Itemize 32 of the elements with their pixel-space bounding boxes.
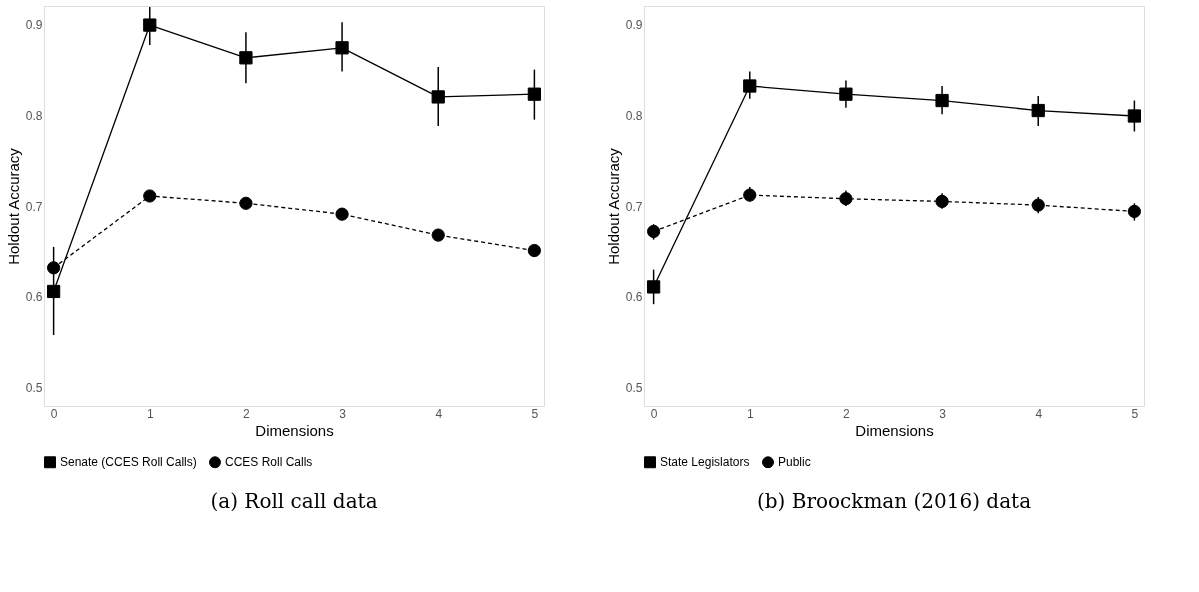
y-tick-label: 0.8 [625, 108, 643, 123]
y-axis-title: Holdout Accuracy [604, 147, 622, 265]
x-tick-label: 5 [1131, 406, 1139, 421]
text: (a) Roll call data [210, 489, 378, 513]
x-tick-label: 0 [650, 406, 658, 421]
y-tick-label: 0.7 [25, 199, 43, 214]
legend-label: State Legislators [660, 455, 750, 470]
x-tick-label: 2 [843, 406, 851, 421]
y-tick-label: 0.8 [25, 108, 43, 123]
x-tick-label: 4 [435, 406, 443, 421]
y-tick-label: 0.6 [625, 290, 643, 305]
y-axis-title: Holdout Accuracy [4, 147, 22, 265]
x-tick-label: 2 [243, 406, 251, 421]
y-tick-label: 0.9 [625, 17, 643, 32]
x-tick-label: 1 [746, 406, 754, 421]
x-tick-label: 3 [339, 406, 347, 421]
y-tick-label: 0.5 [625, 381, 643, 396]
x-tick-label: 5 [531, 406, 539, 421]
legend-label: Senate (CCES Roll Calls) [60, 455, 197, 470]
x-tick-label: 4 [1035, 406, 1043, 421]
y-tick-label: 0.5 [25, 381, 43, 396]
x-axis-title: Dimensions [855, 421, 934, 439]
x-tick-label: 1 [146, 406, 154, 421]
x-tick-label: 3 [939, 406, 947, 421]
legend-label: CCES Roll Calls [225, 455, 313, 470]
y-tick-label: 0.6 [25, 290, 43, 305]
x-axis-title: Dimensions [255, 421, 334, 439]
y-tick-label: 0.7 [625, 199, 643, 214]
text: (b) Broockman (2016) data [756, 489, 1032, 513]
y-tick-label: 0.9 [25, 17, 43, 32]
x-tick-label: 0 [50, 406, 58, 421]
legend-label: Public [778, 455, 811, 470]
